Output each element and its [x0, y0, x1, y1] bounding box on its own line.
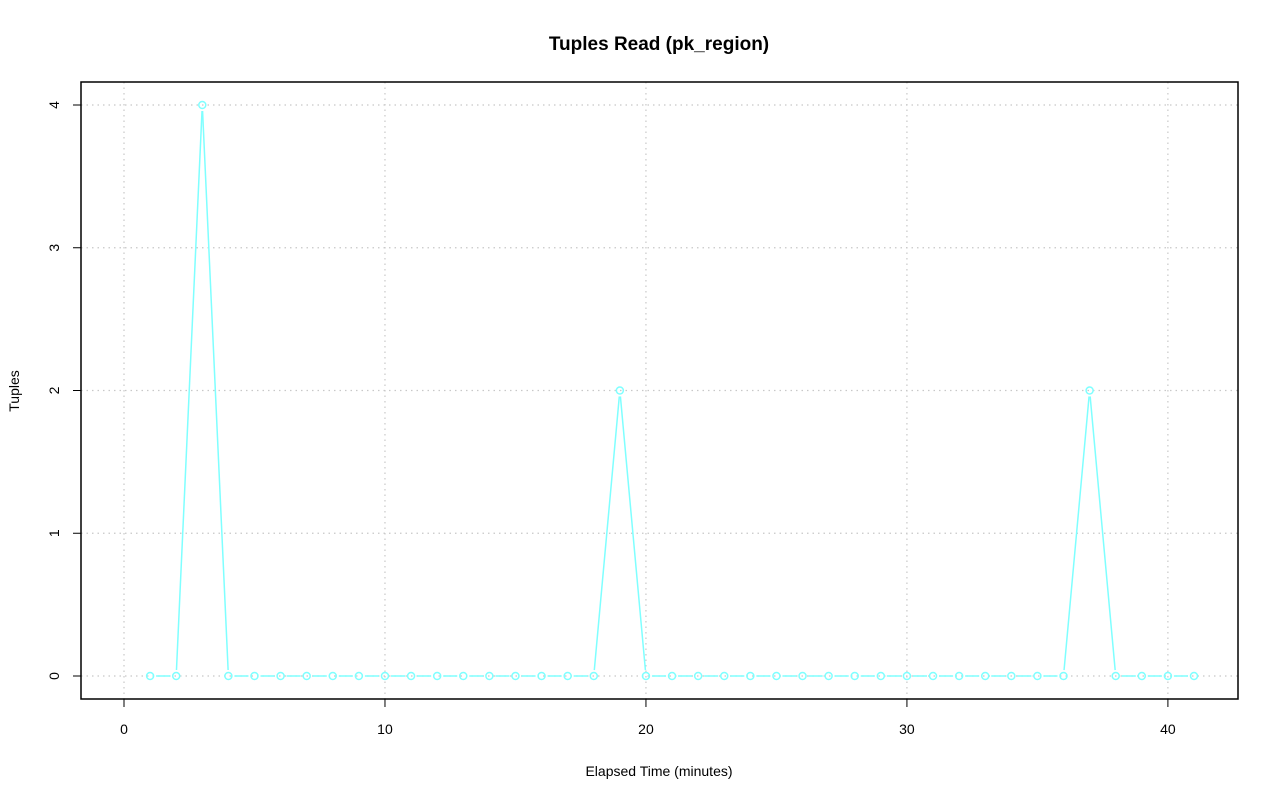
data-point [1137, 671, 1147, 681]
data-point [1033, 671, 1042, 681]
x-tick-label: 20 [638, 721, 654, 737]
x-axis: 0 10 20 30 40 [120, 699, 1176, 737]
data-point [928, 671, 938, 681]
data-point [589, 671, 599, 681]
data-point [432, 671, 442, 681]
data-point [406, 671, 416, 681]
y-axis-label: Tuples [6, 370, 22, 412]
series-line-segment [619, 396, 647, 671]
series-layer [145, 100, 1199, 681]
data-point [302, 671, 311, 681]
data-point [641, 671, 651, 681]
y-tick-label: 3 [46, 244, 62, 252]
data-point [1111, 671, 1120, 681]
data-point [511, 671, 520, 681]
y-tick-label: 2 [46, 386, 62, 394]
data-point [198, 100, 207, 110]
data-point [459, 671, 468, 681]
data-point [693, 671, 703, 681]
data-point [250, 671, 259, 681]
y-axis: 0 1 2 3 4 [46, 101, 81, 680]
data-point [954, 671, 964, 681]
x-tick-label: 40 [1160, 721, 1176, 737]
data-point [1059, 671, 1068, 681]
data-point [563, 671, 572, 681]
data-point [667, 671, 677, 681]
x-tick-label: 30 [899, 721, 915, 737]
data-point [615, 386, 625, 395]
data-point [824, 671, 833, 681]
data-point [850, 671, 859, 681]
series-line-segment [593, 396, 621, 671]
data-point [902, 671, 912, 681]
data-point [1189, 671, 1199, 681]
data-point [354, 671, 364, 681]
series-line-segment [1063, 396, 1090, 671]
data-point [1085, 386, 1094, 395]
data-point [537, 671, 546, 681]
data-point [719, 671, 729, 681]
data-point [145, 671, 155, 681]
data-point [485, 671, 494, 681]
x-tick-label: 0 [120, 721, 128, 737]
y-tick-label: 0 [46, 672, 62, 680]
data-point [798, 671, 807, 681]
chart-title: Tuples Read (pk_region) [549, 34, 769, 55]
data-point [171, 671, 181, 681]
series-line-segment [175, 110, 203, 671]
data-point [328, 671, 338, 681]
data-point [1163, 671, 1173, 681]
data-point [980, 671, 990, 681]
x-axis-label: Elapsed Time (minutes) [585, 763, 732, 779]
data-point [224, 671, 233, 681]
y-tick-label: 1 [46, 529, 62, 537]
data-point [876, 671, 886, 681]
data-point [746, 671, 755, 681]
data-point [276, 671, 285, 681]
data-point [1007, 671, 1016, 681]
x-tick-label: 10 [377, 721, 393, 737]
series-line-segment [1089, 396, 1116, 671]
y-tick-label: 4 [46, 101, 62, 109]
data-point [772, 671, 781, 681]
grid [81, 82, 1238, 699]
data-point [380, 671, 390, 681]
series-line-segment [201, 110, 229, 671]
